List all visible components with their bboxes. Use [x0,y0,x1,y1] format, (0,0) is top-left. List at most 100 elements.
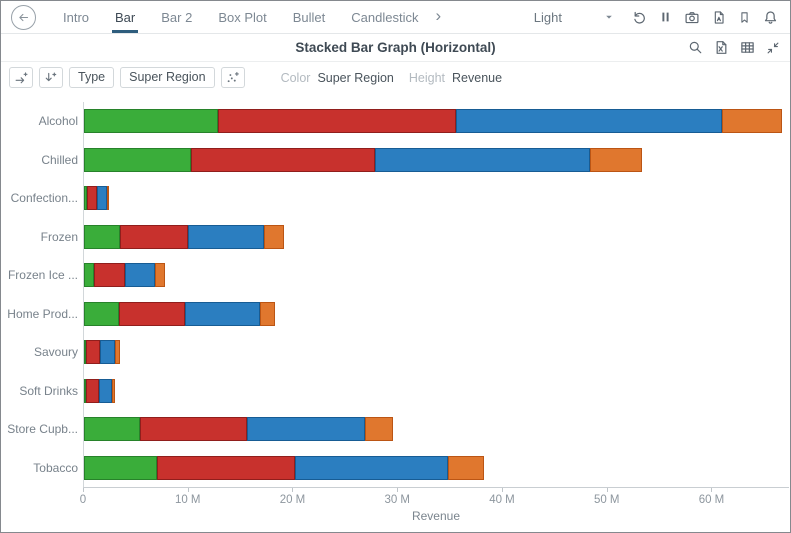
bar-segment-red[interactable] [190,147,375,172]
bar-segment-blue[interactable] [456,109,723,134]
bar-segment-blue[interactable] [374,147,591,172]
bar-segment-blue[interactable] [99,340,116,365]
mapping-value[interactable]: Super Region [317,70,394,85]
category-label: Store Cupb... [7,422,78,437]
super-region-button[interactable]: Super Region [120,67,215,88]
bar-segment-red[interactable] [157,455,296,480]
bar-segment-red[interactable] [140,417,248,442]
axis-tick [292,488,294,492]
bar-segment-green[interactable] [84,263,95,288]
bar-segment-green[interactable] [84,224,120,249]
category-label: Frozen [40,229,78,244]
bar-segment-green[interactable] [84,417,141,442]
theme-value: Light [533,9,562,25]
bar-segment-orange[interactable] [112,378,116,403]
bar-segment-blue[interactable] [187,224,264,249]
bar-segment-red[interactable] [86,340,100,365]
bar-row: Soft Drinks [1,371,790,410]
bar-segment-green[interactable] [84,455,158,480]
bookmark-icon[interactable] [738,10,751,25]
chart-rows: Alcohol Chilled Confection... Frozen Frozen … [1,102,790,487]
bar-segment-orange[interactable] [365,417,393,442]
bar-row: Confection... [1,179,790,218]
bar-segment-green[interactable] [84,340,87,365]
refresh-icon[interactable] [632,10,647,25]
category-label: Home Prod... [7,306,78,321]
bar-segment-orange[interactable] [115,340,120,365]
bar-segment-blue[interactable] [185,301,260,326]
bar-track [83,371,790,410]
axis-tick-label: 40 M [489,494,515,506]
page-title: Stacked Bar Graph (Horizontal) [295,40,496,55]
bar-track [83,256,790,295]
mapping-value[interactable]: Revenue [452,70,503,85]
category-label: Confection... [10,191,78,206]
bar-row: Store Cupb... [1,410,790,449]
topbar-actions [632,10,778,25]
tab-bar-2[interactable]: Bar 2 [161,9,193,25]
bar-segment-orange[interactable] [155,263,165,288]
collapse-icon[interactable] [766,41,780,55]
bar-segment-orange[interactable] [259,301,276,326]
pdf-export-icon[interactable] [712,10,726,25]
back-button[interactable] [11,4,36,30]
add-breakdown-across-icon[interactable] [9,67,33,88]
bar-segment-blue[interactable] [124,263,156,288]
axis-tick [501,488,503,492]
add-breakdown-down-icon[interactable] [39,67,63,88]
scatter-plus-icon[interactable] [220,67,245,88]
bar-row: Chilled [1,140,790,179]
axis-tick [83,488,84,492]
notifications-icon[interactable] [763,10,778,25]
tab-bar[interactable]: Bar [102,1,148,33]
category-label: Tobacco [33,460,78,475]
bar-track [83,410,790,449]
camera-icon[interactable] [684,10,700,25]
pause-icon[interactable] [659,10,672,24]
bar-segment-green[interactable] [84,186,88,211]
tab-box-plot[interactable]: Box Plot [218,9,267,25]
bar-track [83,102,790,141]
bar-segment-red[interactable] [94,263,125,288]
axis-tick-label: 30 M [384,494,411,506]
bar-row: Frozen [1,217,790,256]
bar-segment-red[interactable] [118,301,186,326]
bar-segment-orange[interactable] [447,455,484,480]
caret-down-icon [604,10,614,25]
title-bar: Stacked Bar Graph (Horizontal) [1,34,790,62]
tab-candlestick[interactable]: Candlestick [351,9,419,25]
category-label: Chilled [41,152,78,167]
search-icon[interactable] [688,40,703,55]
bar-row: Alcohol [1,102,790,141]
excel-export-icon[interactable] [714,40,729,55]
bar-segment-orange[interactable] [263,224,284,249]
table-view-icon[interactable] [740,40,755,55]
category-label: Frozen Ice ... [7,268,78,283]
bar-segment-blue[interactable] [96,186,107,211]
bar-segment-blue[interactable] [98,378,113,403]
bar-segment-red[interactable] [217,109,457,134]
axis-tick [711,488,713,492]
tab-bullet[interactable]: Bullet [292,9,326,25]
bar-segment-green[interactable] [84,147,191,172]
bar-segment-green[interactable] [84,301,119,326]
tab-intro[interactable]: Intro [63,9,90,25]
bar-segment-green[interactable] [84,109,218,134]
bar-track [83,140,790,179]
axis-tick-label: 60 M [698,494,725,506]
bar-segment-red[interactable] [87,186,97,211]
bar-track [83,217,790,256]
bar-segment-blue[interactable] [295,455,448,480]
type-button[interactable]: Type [69,67,115,88]
theme-select[interactable]: Light [534,10,614,25]
bar-row: Home Prod... [1,294,790,333]
axis-tick [397,488,399,492]
bar-segment-orange[interactable] [590,147,642,172]
bar-segment-blue[interactable] [247,417,366,442]
bar-segment-red[interactable] [86,378,99,403]
bar-segment-red[interactable] [119,224,188,249]
chevron-right-icon[interactable]: › [435,5,442,25]
bar-segment-orange[interactable] [722,109,782,134]
bar-segment-green[interactable] [84,378,87,403]
bar-segment-orange[interactable] [106,186,110,211]
